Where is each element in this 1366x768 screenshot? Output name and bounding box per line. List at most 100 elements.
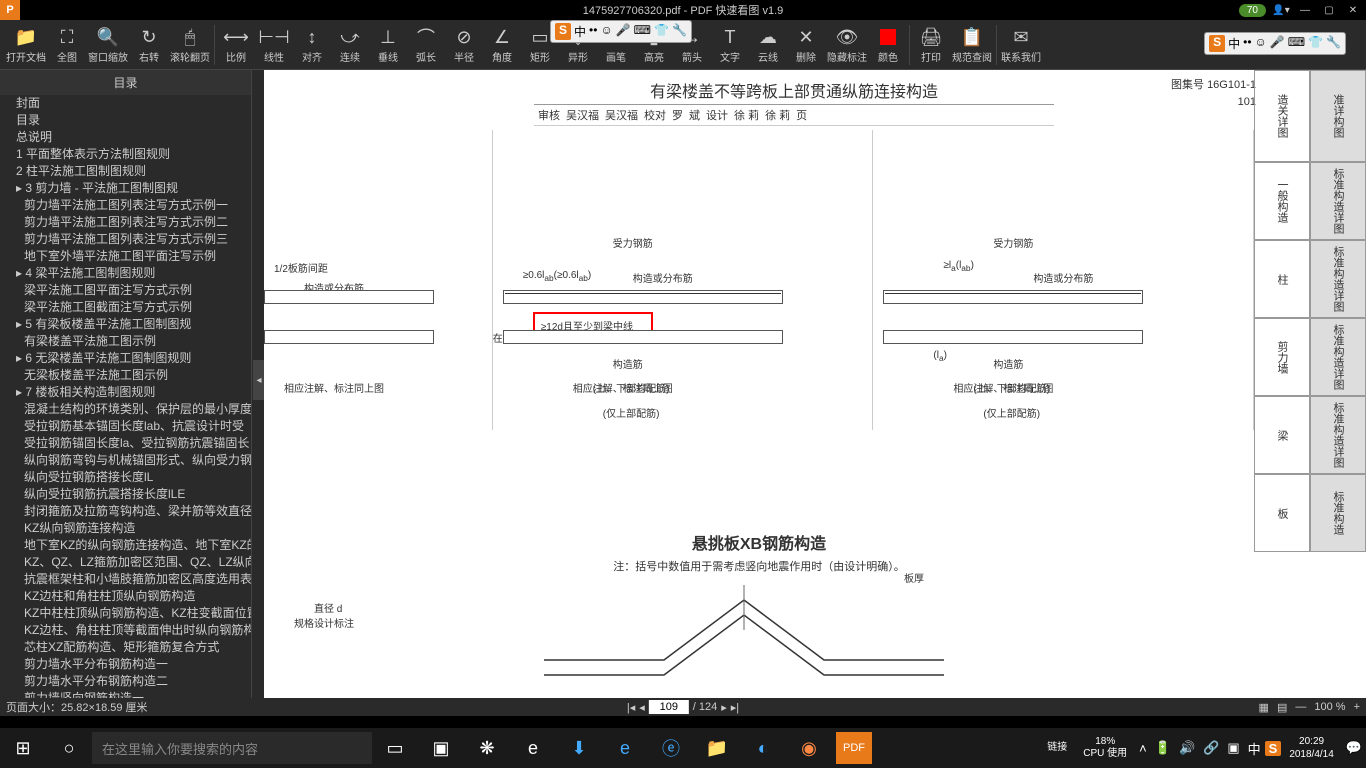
tool-打开文档[interactable]: 📁打开文档 (4, 21, 48, 69)
prev-page-icon[interactable]: ◂ (639, 701, 645, 714)
side-tab[interactable]: 剪力墙 (1254, 318, 1310, 396)
taskbar-search[interactable]: 在这里输入你要搜索的内容 (92, 732, 372, 764)
edge-icon[interactable]: e (510, 728, 556, 768)
toc-item[interactable]: 封面 (0, 95, 251, 112)
tool-对齐[interactable]: ↕对齐 (293, 21, 331, 69)
taskbar-app[interactable]: ◐ (740, 728, 786, 768)
tool-打印[interactable]: 🖨打印 (912, 21, 950, 69)
tool-隐藏标注[interactable]: 👁隐藏标注 (825, 21, 869, 69)
toc-item[interactable]: 纵向钢筋弯钩与机械锚固形式、纵向受力钢 (0, 452, 251, 469)
last-page-icon[interactable]: ▸| (731, 701, 739, 714)
tool-窗口缩放[interactable]: 🔍窗口缩放 (86, 21, 130, 69)
toc-item[interactable]: 纵向受拉钢筋搭接长度lL (0, 469, 251, 486)
ime-tray-icon[interactable]: ▣ (1223, 740, 1243, 756)
toc-item[interactable]: 剪力墙水平分布钢筋构造二 (0, 673, 251, 690)
tool-比例[interactable]: ⟷比例 (217, 21, 255, 69)
explorer-icon[interactable]: 📁 (694, 728, 740, 768)
maximize-button[interactable]: ▢ (1320, 3, 1338, 17)
zoom-out-icon[interactable]: — (1295, 701, 1306, 713)
toc-item[interactable]: ▸ 4 梁平法施工图制图规则 (0, 265, 251, 282)
page-input[interactable] (649, 700, 689, 714)
first-page-icon[interactable]: |◂ (627, 701, 635, 714)
side-tab[interactable]: 梁 (1254, 396, 1310, 474)
document-viewport[interactable]: 有梁楼盖不等跨板上部贯通纵筋连接构造 审核吴汉福 吴汉福校对 罗斌 设计徐 莉 … (264, 70, 1366, 698)
tool-删除[interactable]: ✕删除 (787, 21, 825, 69)
toc-item[interactable]: 纵向受拉钢筋抗震搭接长度lLE (0, 486, 251, 503)
tool-滚轮翻页[interactable]: 🖱滚轮翻页 (168, 21, 212, 69)
toc-item[interactable]: 梁平法施工图截面注写方式示例 (0, 299, 251, 316)
tray-up-icon[interactable]: ˄ (1135, 741, 1151, 756)
sogou-icon[interactable]: S (1265, 741, 1282, 756)
toc-item[interactable]: 无梁板楼盖平法施工图示例 (0, 367, 251, 384)
toc-item[interactable]: KZ边柱和角柱柱顶纵向钢筋构造 (0, 588, 251, 605)
user-icon[interactable]: 👤▾ (1272, 3, 1290, 17)
volume-icon[interactable]: 🔊 (1175, 740, 1199, 756)
side-tab[interactable]: 板 (1254, 474, 1310, 552)
tool-半径[interactable]: ⊘半径 (445, 21, 483, 69)
tool-角度[interactable]: ∠角度 (483, 21, 521, 69)
tool-线性[interactable]: ⊢⊣线性 (255, 21, 293, 69)
side-tab[interactable]: 一般构造 (1254, 162, 1310, 240)
toc-item[interactable]: 抗震框架柱和小墙肢箍筋加密区高度选用表 (0, 571, 251, 588)
page-navigator[interactable]: |◂ ◂ / 124 ▸ ▸| (627, 700, 739, 714)
toc-item[interactable]: 总说明 (0, 129, 251, 146)
toc-item[interactable]: 剪力墙平法施工图列表注写方式示例二 (0, 214, 251, 231)
toc-item[interactable]: KZ中柱柱顶纵向钢筋构造、KZ柱变截面位置 (0, 605, 251, 622)
toc-item[interactable]: ▸ 5 有梁板楼盖平法施工图制图规 (0, 316, 251, 333)
pdf-app-icon[interactable]: PDF (836, 732, 872, 764)
view-mode-icon[interactable]: ▤ (1277, 701, 1287, 714)
tool-连续[interactable]: ⤻连续 (331, 21, 369, 69)
toc-item[interactable]: 地下室KZ的纵向钢筋连接构造、地下室KZ的 (0, 537, 251, 554)
ie-icon[interactable]: ⓔ (648, 728, 694, 768)
toc-item[interactable]: 目录 (0, 112, 251, 129)
side-tab[interactable]: 柱 (1254, 240, 1310, 318)
side-tab[interactable]: 造关详图 (1254, 70, 1310, 162)
zoom-in-icon[interactable]: + (1354, 701, 1360, 713)
toc-item[interactable]: KZ、QZ、LZ箍筋加密区范围、QZ、LZ纵向钢 (0, 554, 251, 571)
side-tab[interactable]: 标准构造详图 (1310, 396, 1366, 474)
taskbar-app[interactable]: ▣ (418, 728, 464, 768)
tool-规范查阅[interactable]: 📋规范查阅 (950, 21, 994, 69)
close-button[interactable]: ✕ (1344, 3, 1362, 17)
tool-右转[interactable]: ↻右转 (130, 21, 168, 69)
tool-弧长[interactable]: ⌒弧长 (407, 21, 445, 69)
task-view-icon[interactable]: ▭ (372, 728, 418, 768)
toc-item[interactable]: 剪力墙竖向钢筋构造一 (0, 690, 251, 698)
notifications-icon[interactable]: 💬 (1342, 740, 1366, 756)
toc-item[interactable]: KZ纵向钢筋连接构造 (0, 520, 251, 537)
toc-item[interactable]: 混凝土结构的环境类别、保护层的最小厚度 (0, 401, 251, 418)
network-icon[interactable]: 🔗 (1199, 740, 1223, 756)
ime-toolbar-2[interactable]: S中••☺🎤⌨👕🔧 (1204, 32, 1346, 55)
cortana-icon[interactable]: ○ (46, 728, 92, 768)
tool-云线[interactable]: ☁云线 (749, 21, 787, 69)
next-page-icon[interactable]: ▸ (721, 701, 727, 714)
toc-item[interactable]: 封闭箍筋及拉筋弯钩构造、梁并筋等效直径 (0, 503, 251, 520)
tool-垂线[interactable]: ⊥垂线 (369, 21, 407, 69)
toc-item[interactable]: 剪力墙平法施工图列表注写方式示例三 (0, 231, 251, 248)
toc-item[interactable]: 2 柱平法施工图制图规则 (0, 163, 251, 180)
ime-lang-icon[interactable]: 中 (1244, 739, 1265, 758)
view-mode-icon[interactable]: ▦ (1259, 701, 1269, 714)
toc-item[interactable]: ▸ 6 无梁楼盖平法施工图制图规则 (0, 350, 251, 367)
toc-item[interactable]: 剪力墙平法施工图列表注写方式示例一 (0, 197, 251, 214)
toc-item[interactable]: 受拉钢筋锚固长度la、受拉钢筋抗震锚固长 (0, 435, 251, 452)
toc-item[interactable]: 受拉钢筋基本锚固长度lab、抗震设计时受 (0, 418, 251, 435)
tool-文字[interactable]: T文字 (711, 21, 749, 69)
clock[interactable]: 20:292018/4/14 (1281, 735, 1342, 761)
side-tab[interactable]: 标准构造 (1310, 474, 1366, 552)
toc-item[interactable]: 剪力墙水平分布钢筋构造一 (0, 656, 251, 673)
side-tab[interactable]: 准详构图 (1310, 70, 1366, 162)
battery-icon[interactable]: 🔋 (1151, 740, 1175, 756)
toc-item[interactable]: 地下室外墙平法施工图平面注写示例 (0, 248, 251, 265)
toc-item[interactable]: 芯柱XZ配筋构造、矩形箍筋复合方式 (0, 639, 251, 656)
side-tab[interactable]: 标准构造详图 (1310, 162, 1366, 240)
side-tab[interactable]: 标准构造详图 (1310, 318, 1366, 396)
tool-联系我们[interactable]: ✉联系我们 (999, 21, 1043, 69)
ime-toolbar-1[interactable]: S中••☺🎤⌨👕🔧 (550, 20, 692, 43)
side-tab[interactable]: 标准构造详图 (1310, 240, 1366, 318)
toc-item[interactable]: 有梁楼盖平法施工图示例 (0, 333, 251, 350)
toc-item[interactable]: 梁平法施工图平面注写方式示例 (0, 282, 251, 299)
taskbar-app[interactable]: ❋ (464, 728, 510, 768)
toc-item[interactable]: 1 平面整体表示方法制图规则 (0, 146, 251, 163)
toc-item[interactable]: KZ边柱、角柱柱顶等截面伸出时纵向钢筋构 (0, 622, 251, 639)
